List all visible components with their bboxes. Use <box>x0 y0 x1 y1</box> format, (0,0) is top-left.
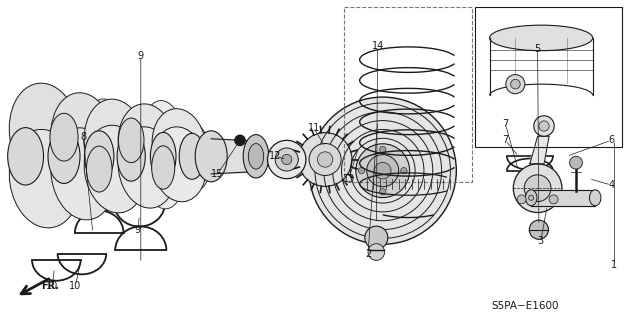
Circle shape <box>549 195 558 204</box>
Text: 6: 6 <box>608 135 614 145</box>
Ellipse shape <box>83 134 128 211</box>
Ellipse shape <box>152 109 206 185</box>
Ellipse shape <box>84 125 146 213</box>
Circle shape <box>235 135 245 145</box>
Ellipse shape <box>152 127 206 202</box>
Text: 4: 4 <box>608 180 614 190</box>
Ellipse shape <box>83 99 128 175</box>
Bar <box>475 7 622 147</box>
Circle shape <box>511 79 520 89</box>
Text: 3: 3 <box>538 236 544 246</box>
Ellipse shape <box>142 100 184 174</box>
Text: 9: 9 <box>134 225 141 235</box>
Text: S5PA−E1600: S5PA−E1600 <box>491 301 559 311</box>
Ellipse shape <box>17 93 66 182</box>
Ellipse shape <box>243 135 269 178</box>
Text: 10: 10 <box>46 280 59 291</box>
Ellipse shape <box>17 136 66 225</box>
Ellipse shape <box>179 133 205 179</box>
Ellipse shape <box>118 118 144 163</box>
Ellipse shape <box>490 25 593 51</box>
Circle shape <box>358 167 365 174</box>
Circle shape <box>309 97 456 244</box>
Text: 11: 11 <box>307 122 320 133</box>
Ellipse shape <box>150 132 176 180</box>
Circle shape <box>367 155 399 187</box>
Circle shape <box>380 146 386 153</box>
Text: 7: 7 <box>502 135 509 145</box>
Text: 9: 9 <box>138 51 144 61</box>
Text: 13: 13 <box>342 174 355 184</box>
Text: 10: 10 <box>69 280 82 291</box>
Circle shape <box>368 244 385 260</box>
Ellipse shape <box>51 120 96 199</box>
Text: 2: 2 <box>365 249 371 259</box>
Circle shape <box>268 140 306 179</box>
Text: 5: 5 <box>534 44 541 55</box>
Ellipse shape <box>248 144 264 169</box>
Circle shape <box>356 144 410 197</box>
Circle shape <box>506 75 525 94</box>
Ellipse shape <box>116 120 159 193</box>
Circle shape <box>317 152 333 167</box>
Ellipse shape <box>525 190 537 206</box>
Circle shape <box>534 116 554 136</box>
Circle shape <box>282 154 292 165</box>
Text: 14: 14 <box>371 41 384 51</box>
Ellipse shape <box>118 127 176 208</box>
Ellipse shape <box>9 130 81 228</box>
Ellipse shape <box>152 146 175 189</box>
Circle shape <box>401 167 407 174</box>
Ellipse shape <box>84 131 114 182</box>
Circle shape <box>275 148 298 171</box>
Polygon shape <box>530 136 549 164</box>
Circle shape <box>529 220 548 239</box>
Text: 7: 7 <box>502 119 509 130</box>
Ellipse shape <box>8 128 44 185</box>
Circle shape <box>365 226 388 249</box>
Text: 12: 12 <box>269 151 282 161</box>
Circle shape <box>374 162 391 179</box>
Ellipse shape <box>50 113 78 161</box>
Bar <box>344 7 472 182</box>
Circle shape <box>570 156 582 169</box>
Circle shape <box>539 121 549 131</box>
Text: 15: 15 <box>211 169 224 179</box>
Ellipse shape <box>84 99 147 188</box>
Ellipse shape <box>173 121 211 191</box>
Circle shape <box>298 133 352 186</box>
Ellipse shape <box>195 131 227 182</box>
Ellipse shape <box>118 104 176 186</box>
Circle shape <box>513 164 562 212</box>
Ellipse shape <box>589 190 601 206</box>
Ellipse shape <box>51 93 116 188</box>
Ellipse shape <box>9 83 81 185</box>
Ellipse shape <box>142 136 184 209</box>
Text: FR.: FR. <box>42 280 60 291</box>
Text: 1: 1 <box>611 260 618 270</box>
Circle shape <box>529 195 534 200</box>
Ellipse shape <box>117 131 145 181</box>
Circle shape <box>309 144 341 175</box>
Circle shape <box>517 195 526 204</box>
Ellipse shape <box>48 129 80 183</box>
Text: 8: 8 <box>80 132 86 142</box>
Circle shape <box>380 189 386 195</box>
Ellipse shape <box>51 128 116 220</box>
Circle shape <box>524 175 551 202</box>
Ellipse shape <box>86 146 112 192</box>
